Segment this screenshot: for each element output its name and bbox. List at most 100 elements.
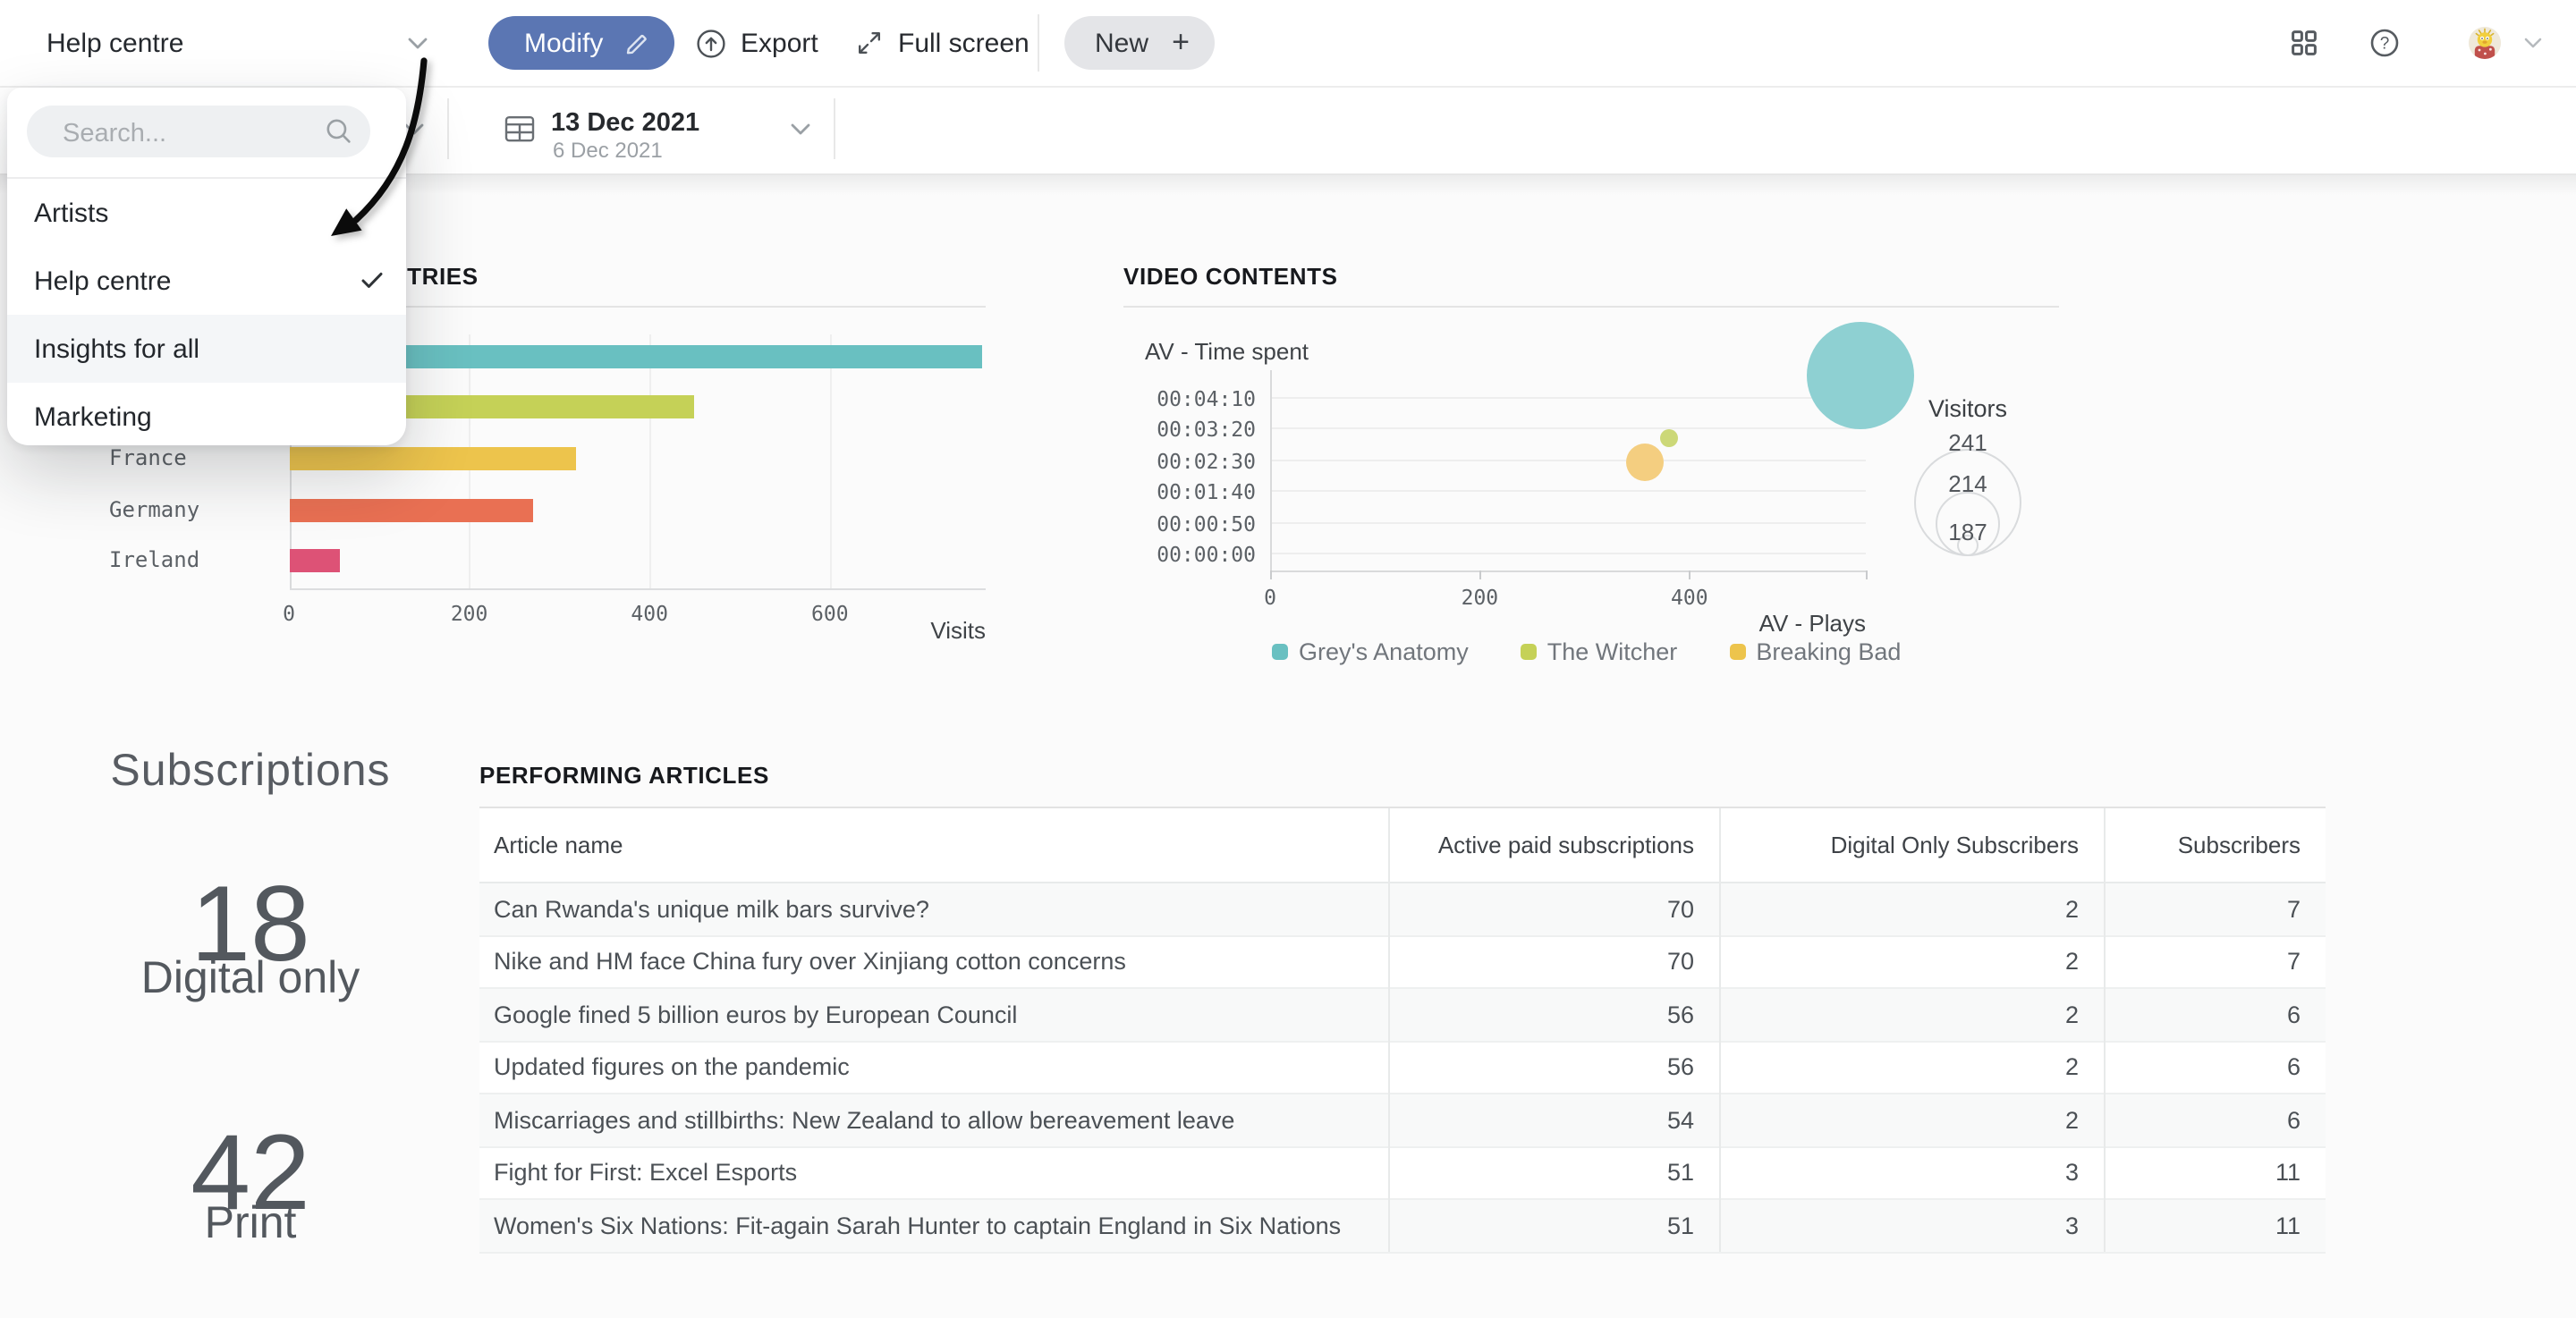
- bar-category-label: Germany: [109, 496, 200, 522]
- table-header-col-3: Subscribers: [2177, 832, 2301, 858]
- bar-chart-xtick: 0: [283, 601, 295, 626]
- dropdown-item-label: Insights for all: [34, 334, 200, 364]
- date-primary: 13 Dec 2021: [551, 109, 700, 138]
- legend-label: Breaking Bad: [1756, 638, 1902, 665]
- legend-item-breaking-bad: Breaking Bad: [1729, 638, 1901, 665]
- article-name-cell: Women's Six Nations: Fit-again Sarah Hun…: [494, 1212, 1342, 1239]
- table-row[interactable]: Nike and HM face China fury over Xinjian…: [479, 936, 2326, 989]
- value-cell: 3: [2064, 1159, 2079, 1187]
- bubble-chart-gridline: [1270, 521, 1866, 524]
- dropdown-item-list: Artists Help centre Insights for all Market…: [7, 179, 406, 451]
- pencil-icon: [624, 30, 649, 55]
- bubble-chart-ylabel: AV - Time spent: [1145, 338, 1309, 365]
- top-bar: Help centre Modify Export Full screen Ne: [0, 0, 2576, 88]
- size-legend-value: 187: [1948, 518, 1987, 545]
- user-avatar[interactable]: [2469, 0, 2501, 86]
- help-button[interactable]: ?: [2370, 0, 2399, 86]
- bubble-chart-xtickmark: [1866, 570, 1868, 579]
- bubble-chart-xtick: 200: [1461, 584, 1499, 610]
- table-row[interactable]: Google fined 5 billion euros by European…: [479, 989, 2326, 1042]
- subscriptions-title: Subscriptions: [110, 746, 391, 796]
- article-name-cell: Can Rwanda's unique milk bars survive?: [494, 895, 929, 923]
- export-icon: [696, 28, 726, 58]
- table-row[interactable]: Updated figures on the pandemic 56 2 6: [479, 1042, 2326, 1094]
- print-value: 42: [191, 1112, 310, 1232]
- bar-chart-xtick: 400: [631, 601, 668, 626]
- table-row[interactable]: Women's Six Nations: Fit-again Sarah Hun…: [479, 1200, 2326, 1253]
- svg-text:?: ?: [2380, 34, 2390, 53]
- date-secondary: 6 Dec 2021: [553, 138, 663, 163]
- table-header-article-name: Article name: [494, 832, 623, 858]
- dropdown-item-artists[interactable]: Artists: [7, 179, 406, 247]
- search-input[interactable]: [59, 106, 317, 161]
- date-range-picker[interactable]: 13 Dec 2021 6 Dec 2021: [504, 86, 834, 173]
- size-legend-value: 241: [1948, 428, 1987, 455]
- article-name-cell: Google fined 5 billion euros by European…: [494, 1001, 1018, 1028]
- value-cell: 56: [1666, 1001, 1694, 1028]
- help-icon: ?: [2370, 29, 2399, 57]
- dropdown-separator: [7, 177, 406, 179]
- bar-chart-xlabel: Visits: [930, 617, 986, 644]
- table-title: PERFORMING ARTICLES: [479, 762, 769, 789]
- dropdown-item-label: Help centre: [34, 266, 172, 296]
- bubble-the-witcher: [1659, 428, 1678, 447]
- bar-France: [289, 446, 576, 470]
- user-menu-chevron[interactable]: [2524, 0, 2542, 86]
- table-column-divider: [1719, 808, 1721, 1251]
- value-cell: 6: [2286, 1106, 2301, 1134]
- bar-chart-axis: [289, 588, 985, 590]
- bubble-chart-ytick: 00:00:50: [1157, 511, 1256, 536]
- bubble-breaking-bad: [1625, 444, 1664, 482]
- modify-button[interactable]: Modify: [488, 16, 674, 70]
- value-cell: 2: [2064, 1001, 2079, 1028]
- new-label: New: [1095, 28, 1149, 58]
- value-cell: 7: [2286, 948, 2301, 976]
- new-button[interactable]: New +: [1064, 16, 1215, 70]
- fullscreen-icon: [855, 29, 884, 57]
- digital-only-value: 18: [191, 864, 310, 984]
- bubble-chart-ytick: 00:02:30: [1157, 448, 1256, 474]
- bar-Germany: [289, 498, 533, 522]
- bubble-chart-xtickmark: [1689, 570, 1691, 579]
- filterbar-divider: [447, 98, 449, 159]
- bubble-chart-gridline: [1270, 553, 1866, 555]
- size-legend-circle: [1957, 534, 1979, 556]
- table-row[interactable]: Fight for First: Excel Esports 51 3 11: [479, 1147, 2326, 1200]
- fullscreen-button[interactable]: Full screen: [855, 0, 1030, 86]
- bar-category-label: France: [109, 444, 187, 470]
- article-name-cell: Fight for First: Excel Esports: [494, 1159, 798, 1187]
- table-column-divider: [1388, 808, 1390, 1251]
- bubble-chart-xtickmark: [1270, 570, 1272, 579]
- size-legend-title: Visitors: [1928, 395, 2007, 422]
- bar-chart-xtick: 200: [450, 601, 488, 626]
- filter-chevron-down-icon[interactable]: [404, 123, 424, 136]
- size-legend-value: 214: [1948, 469, 1987, 496]
- filterbar-divider-2: [834, 98, 835, 159]
- table-row[interactable]: Can Rwanda's unique milk bars survive? 70…: [479, 883, 2326, 936]
- export-button[interactable]: Export: [696, 0, 818, 86]
- value-cell: 2: [2064, 1053, 2079, 1081]
- dropdown-item-help-centre[interactable]: Help centre: [7, 247, 406, 315]
- bubble-chart-gridline: [1270, 490, 1866, 493]
- dropdown-item-label: Artists: [34, 198, 109, 228]
- checkmark-icon: [361, 272, 383, 290]
- bubble-chart-ytick: 00:01:40: [1157, 479, 1256, 505]
- dropdown-item-insights-for-all[interactable]: Insights for all: [7, 315, 406, 383]
- value-cell: 2: [2064, 1106, 2079, 1134]
- legend-item-grey-s-anatomy: Grey's Anatomy: [1272, 638, 1469, 665]
- value-cell: 3: [2064, 1212, 2079, 1239]
- bar-chart-divider: [47, 306, 986, 308]
- apps-grid-button[interactable]: [2292, 0, 2317, 86]
- workspace-switcher[interactable]: Help centre: [47, 0, 183, 86]
- digital-only-label: Digital only: [140, 953, 360, 1003]
- dropdown-item-marketing[interactable]: Marketing: [7, 383, 406, 451]
- legend-swatch-icon: [1729, 644, 1746, 660]
- bar-chart-xtick: 600: [811, 601, 849, 626]
- value-cell: 7: [2286, 895, 2301, 923]
- table-row[interactable]: Miscarriages and stillbirths: New Zealan…: [479, 1094, 2326, 1147]
- value-cell: 70: [1666, 895, 1694, 923]
- plus-icon: +: [1172, 25, 1190, 59]
- bubble-chart-xlabel: AV - Plays: [1758, 610, 1866, 637]
- bubble-chart-ytick: 00:04:10: [1157, 385, 1256, 411]
